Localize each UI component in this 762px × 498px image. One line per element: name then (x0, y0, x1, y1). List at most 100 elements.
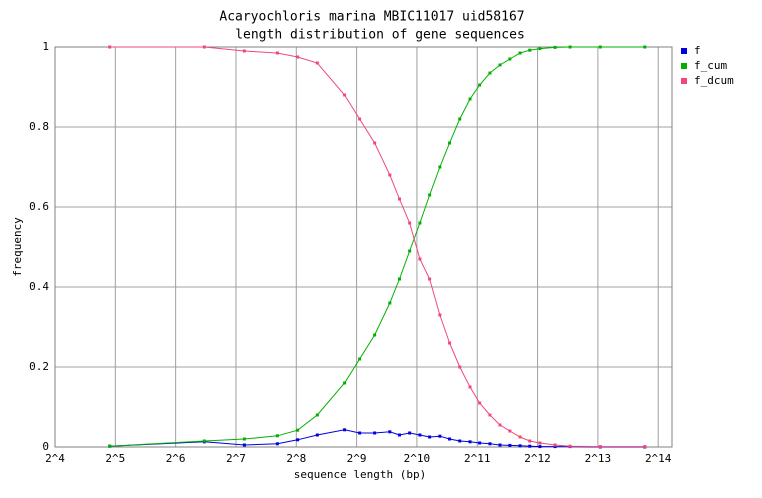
data-point (478, 441, 482, 445)
data-point (518, 444, 522, 448)
y-tick-label: 1 (42, 40, 49, 53)
data-point (518, 435, 522, 439)
y-axis-label: frequency (11, 217, 24, 277)
data-point (478, 83, 482, 87)
x-tick-label: 2^14 (645, 452, 672, 465)
data-point (275, 51, 279, 55)
data-point (275, 442, 279, 446)
data-point (373, 431, 377, 435)
data-point (553, 45, 557, 49)
data-point (508, 429, 512, 433)
plot-frame (54, 46, 673, 448)
legend-label: f (694, 44, 701, 57)
data-point (108, 444, 112, 448)
data-point (296, 428, 300, 432)
data-point (538, 441, 542, 445)
data-point (296, 55, 300, 59)
data-point (448, 141, 452, 145)
data-point (315, 61, 319, 65)
data-point (428, 277, 432, 281)
data-point (242, 443, 246, 447)
data-point (438, 313, 442, 317)
data-point (343, 93, 347, 97)
data-point (388, 173, 392, 177)
data-point (343, 428, 347, 432)
data-point (388, 430, 392, 434)
data-point (468, 97, 472, 101)
y-tick-label: 0.2 (29, 360, 49, 373)
data-point (498, 63, 502, 67)
y-tick-label: 0 (42, 440, 49, 453)
x-tick-label: 2^9 (347, 452, 367, 465)
data-point (418, 221, 422, 225)
data-point (275, 434, 279, 438)
data-point (388, 301, 392, 305)
x-tick-label: 2^6 (166, 452, 186, 465)
data-point (458, 117, 462, 121)
data-point (315, 413, 319, 417)
data-point (202, 439, 206, 443)
data-point (598, 45, 602, 49)
data-point (488, 442, 492, 446)
data-point (518, 51, 522, 55)
data-point (568, 444, 572, 448)
data-point (315, 433, 319, 437)
x-tick-label: 2^5 (105, 452, 125, 465)
data-point (448, 437, 452, 441)
data-point (418, 257, 422, 261)
x-tick-label: 2^8 (286, 452, 306, 465)
data-point (448, 341, 452, 345)
chart-subtitle: length distribution of gene sequences (235, 28, 525, 43)
x-tick-label: 2^11 (464, 452, 491, 465)
data-point (358, 357, 362, 361)
data-point (553, 443, 557, 447)
data-point (528, 439, 532, 443)
legend-marker (681, 78, 687, 84)
legend-label: f_cum (694, 59, 727, 72)
data-point (373, 141, 377, 145)
x-axis-label: sequence length (bp) (294, 468, 426, 481)
data-point (358, 431, 362, 435)
data-point (643, 45, 647, 49)
legend-marker (681, 63, 687, 69)
legend-marker (681, 48, 687, 54)
data-point (242, 49, 246, 53)
x-tick-label: 2^10 (404, 452, 431, 465)
data-point (478, 401, 482, 405)
data-point (428, 435, 432, 439)
data-point (397, 277, 401, 281)
data-point (408, 431, 412, 435)
x-tick-label: 2^7 (226, 452, 246, 465)
data-point (458, 439, 462, 443)
data-point (508, 57, 512, 61)
data-point (408, 249, 412, 253)
data-point (408, 221, 412, 225)
data-point (358, 117, 362, 121)
x-tick-label: 2^4 (45, 452, 65, 465)
data-point (498, 423, 502, 427)
data-point (242, 437, 246, 441)
data-point (397, 197, 401, 201)
data-point (598, 445, 602, 449)
data-point (538, 445, 542, 449)
data-point (468, 440, 472, 444)
data-point (538, 47, 542, 51)
data-point (528, 48, 532, 52)
data-point (458, 365, 462, 369)
data-point (202, 45, 206, 49)
data-point (488, 71, 492, 75)
data-point (397, 433, 401, 437)
chart-title: Acaryochloris marina MBIC11017 uid58167 (219, 10, 524, 25)
data-point (373, 333, 377, 337)
data-point (643, 445, 647, 449)
data-point (468, 385, 472, 389)
y-tick-label: 0.4 (29, 280, 49, 293)
data-point (296, 438, 300, 442)
data-point (508, 443, 512, 447)
data-point (343, 381, 347, 385)
data-point (488, 413, 492, 417)
data-point (438, 165, 442, 169)
y-tick-label: 0.8 (29, 120, 49, 133)
data-point (418, 433, 422, 437)
